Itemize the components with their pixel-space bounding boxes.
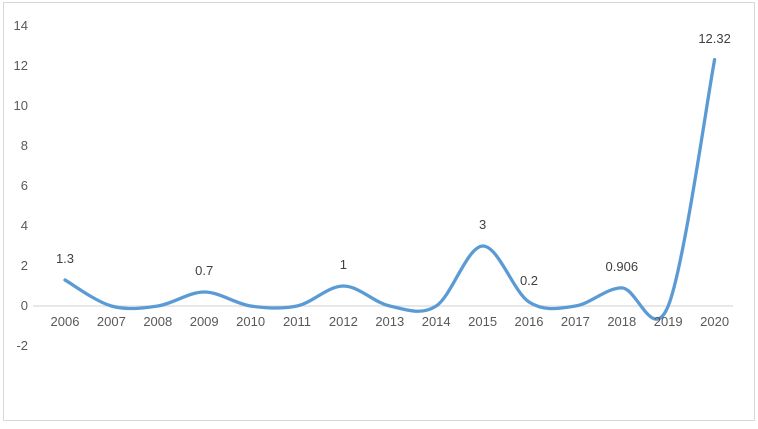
x-axis-tick-label: 2020 bbox=[700, 314, 730, 329]
y-axis-tick-label: 12 bbox=[13, 58, 28, 73]
x-axis-tick-label: 2009 bbox=[189, 314, 219, 329]
data-label: 12.32 bbox=[698, 30, 731, 46]
x-axis-tick-label: 2019 bbox=[653, 314, 683, 329]
x-axis-tick-label: 2007 bbox=[96, 314, 126, 329]
data-label: 0.2 bbox=[519, 273, 539, 288]
y-axis-tick-label: 0 bbox=[20, 298, 28, 313]
series-line bbox=[63, 57, 717, 321]
x-axis-tick-label: 2011 bbox=[283, 314, 311, 329]
x-axis-tick-label: 2014 bbox=[421, 314, 451, 329]
y-axis-tick-label: 6 bbox=[20, 178, 28, 193]
chart-frame bbox=[3, 2, 755, 421]
x-axis-tick-label: 2008 bbox=[143, 314, 173, 329]
x-axis-tick-label: 2006 bbox=[50, 314, 80, 329]
x-axis-tick-label: 2016 bbox=[514, 314, 544, 329]
y-axis-tick-label: 8 bbox=[20, 138, 28, 153]
x-axis-tick-label: 2015 bbox=[468, 314, 498, 329]
x-axis-tick-label: 2012 bbox=[328, 314, 358, 329]
x-axis-tick-label: 2010 bbox=[236, 314, 266, 329]
y-axis-tick-label: 10 bbox=[13, 98, 28, 113]
data-label: 1.3 bbox=[55, 251, 75, 266]
data-label: 0.7 bbox=[195, 263, 214, 278]
data-label: 0.906 bbox=[605, 258, 639, 274]
data-label: 3 bbox=[478, 217, 487, 232]
x-axis-tick-label: 2018 bbox=[607, 314, 637, 329]
y-axis-tick-label: -2 bbox=[16, 338, 28, 353]
y-axis-tick-label: 4 bbox=[20, 218, 28, 233]
data-label: 1 bbox=[339, 257, 347, 272]
y-axis-tick-label: 2 bbox=[20, 258, 28, 273]
y-axis-tick-label: 14 bbox=[13, 18, 28, 33]
x-axis-tick-label: 2013 bbox=[375, 314, 405, 329]
x-axis-tick-label: 2017 bbox=[560, 314, 590, 329]
